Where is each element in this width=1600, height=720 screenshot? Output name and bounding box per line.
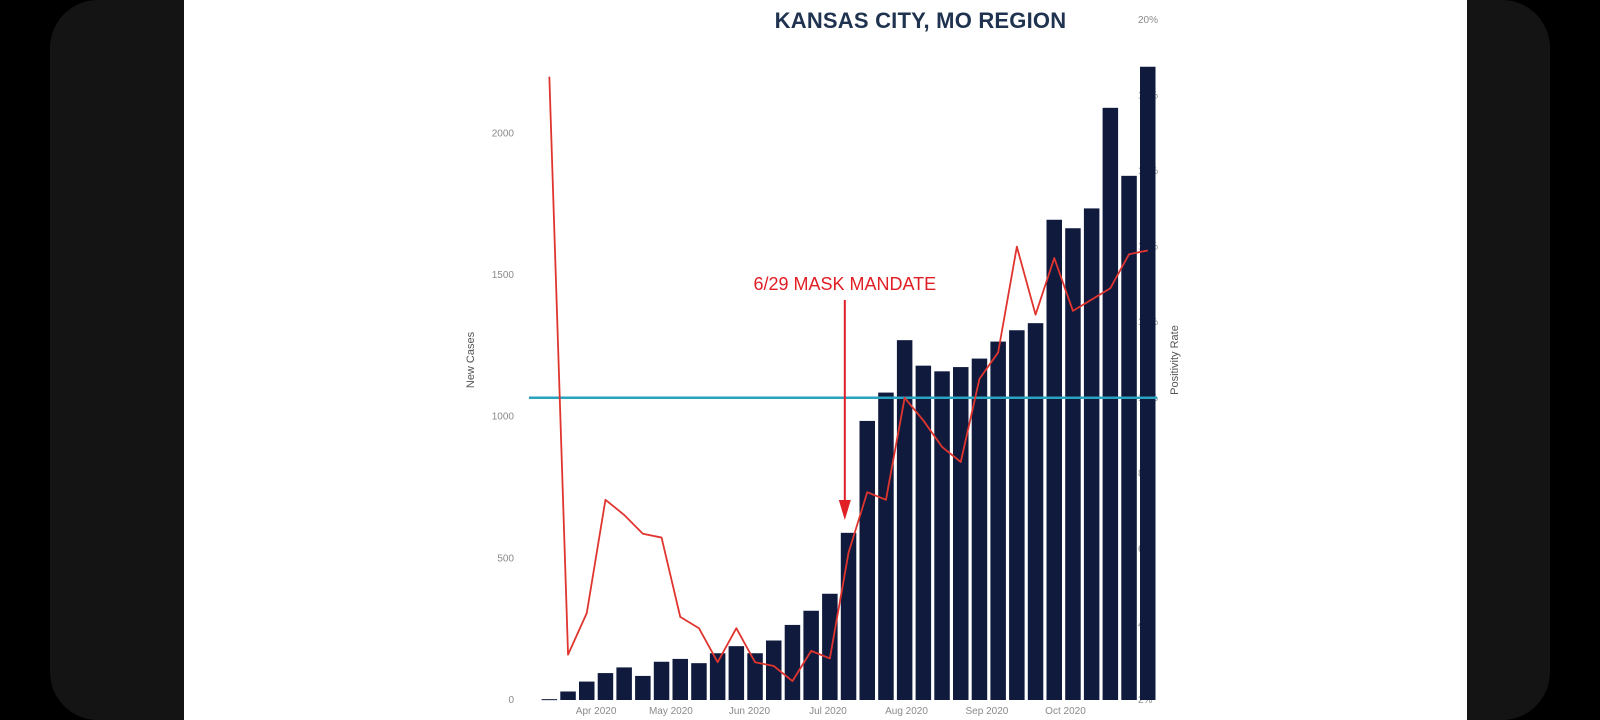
- annotation-arrow-head: [838, 500, 851, 520]
- bar: [953, 367, 969, 700]
- chart-panel: KANSAS CITY, MO REGION 0 500 1000 1500 2000 2…: [184, 0, 1467, 720]
- bar: [1009, 330, 1025, 700]
- bar: [878, 392, 894, 700]
- bar: [579, 681, 595, 700]
- bar: [691, 663, 707, 700]
- y-tick-label: 1500: [492, 270, 515, 281]
- bar: [1140, 66, 1156, 700]
- bar: [728, 646, 745, 700]
- x-tick-label: Aug 2020: [885, 706, 928, 717]
- bar: [747, 653, 763, 700]
- bar: [1046, 219, 1062, 700]
- y2-tick-label: 20%: [1138, 15, 1158, 26]
- y-tick-label: 0: [508, 695, 514, 706]
- bar: [1065, 228, 1081, 700]
- y-tick-label: 500: [497, 553, 514, 564]
- bar: [990, 341, 1006, 700]
- bar: [934, 371, 950, 700]
- bar: [672, 658, 688, 700]
- bar: [653, 661, 670, 700]
- x-tick-label: Sep 2020: [966, 706, 1009, 717]
- bar: [784, 624, 801, 700]
- positivity-line: [548, 76, 1148, 683]
- y-tick-label: 1000: [492, 412, 515, 423]
- bar: [915, 365, 932, 700]
- bar: [616, 667, 632, 700]
- bar: [597, 673, 614, 700]
- x-tick-label: Apr 2020: [576, 706, 617, 717]
- bar: [859, 420, 875, 700]
- y-tick-label: 2000: [492, 128, 515, 139]
- chart-title: KANSAS CITY, MO REGION: [774, 8, 1067, 33]
- bar: [1102, 107, 1119, 701]
- x-tick-label: Jun 2020: [729, 706, 771, 717]
- bar: [766, 640, 782, 700]
- x-tick-label: Jul 2020: [809, 706, 847, 717]
- bar: [971, 358, 988, 700]
- bar: [822, 593, 838, 700]
- bar: [709, 653, 726, 700]
- y2-axis-label: Positivity Rate: [1169, 325, 1181, 395]
- bar: [896, 340, 913, 700]
- bar: [803, 610, 819, 700]
- bar: [1121, 175, 1137, 701]
- bar: [635, 675, 651, 700]
- bar: [840, 532, 857, 700]
- bar: [1083, 208, 1100, 700]
- bar: [541, 699, 558, 701]
- chart-svg: 05001000150020002%4%6%8%10%12%14%16%18%2…: [465, 15, 1181, 717]
- y-axis-label: New Cases: [465, 331, 477, 388]
- y2-tick-label: 2%: [1138, 695, 1153, 706]
- x-tick-label: May 2020: [649, 706, 693, 717]
- bar: [1027, 323, 1044, 700]
- x-tick-label: Oct 2020: [1045, 706, 1086, 717]
- bar: [560, 691, 576, 700]
- annotation-text: 6/29 MASK MANDATE: [753, 274, 936, 294]
